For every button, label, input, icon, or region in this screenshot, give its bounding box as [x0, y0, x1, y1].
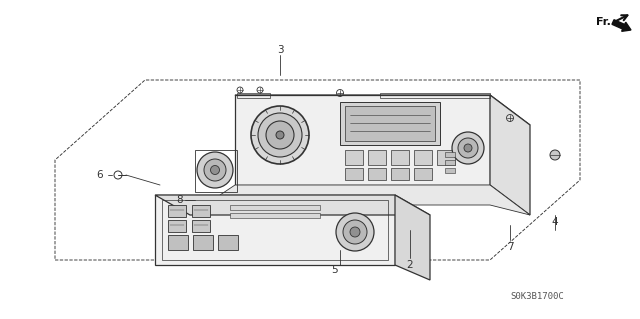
- Polygon shape: [155, 195, 430, 215]
- Ellipse shape: [464, 144, 472, 152]
- Polygon shape: [230, 205, 320, 210]
- Ellipse shape: [197, 152, 233, 188]
- Polygon shape: [445, 160, 455, 165]
- FancyArrow shape: [612, 20, 631, 31]
- Polygon shape: [391, 150, 409, 165]
- Polygon shape: [193, 235, 213, 250]
- Polygon shape: [445, 152, 455, 157]
- Polygon shape: [395, 195, 430, 280]
- Ellipse shape: [266, 121, 294, 149]
- Ellipse shape: [343, 220, 367, 244]
- Polygon shape: [391, 168, 409, 180]
- Text: 3: 3: [276, 45, 284, 55]
- Polygon shape: [218, 235, 238, 250]
- Polygon shape: [368, 150, 386, 165]
- Ellipse shape: [350, 227, 360, 237]
- Polygon shape: [445, 168, 455, 173]
- Polygon shape: [437, 150, 455, 165]
- Polygon shape: [155, 195, 395, 265]
- Polygon shape: [340, 102, 440, 145]
- Polygon shape: [230, 213, 320, 218]
- Polygon shape: [235, 95, 490, 185]
- Ellipse shape: [452, 132, 484, 164]
- Polygon shape: [235, 95, 530, 125]
- Text: S0K3B1700C: S0K3B1700C: [511, 292, 564, 301]
- Polygon shape: [192, 205, 210, 217]
- Ellipse shape: [258, 113, 302, 157]
- Polygon shape: [192, 220, 210, 232]
- Text: 8: 8: [177, 195, 183, 205]
- Text: 5: 5: [332, 265, 339, 275]
- Polygon shape: [345, 106, 435, 141]
- Polygon shape: [168, 220, 186, 232]
- Polygon shape: [414, 150, 432, 165]
- Polygon shape: [345, 168, 363, 180]
- Polygon shape: [168, 235, 188, 250]
- Polygon shape: [414, 168, 432, 180]
- Text: Fr.: Fr.: [596, 17, 611, 27]
- Ellipse shape: [204, 159, 226, 181]
- Polygon shape: [490, 95, 530, 215]
- Ellipse shape: [550, 150, 560, 160]
- Ellipse shape: [251, 106, 309, 164]
- Ellipse shape: [211, 166, 220, 174]
- Ellipse shape: [336, 213, 374, 251]
- Ellipse shape: [458, 138, 478, 158]
- Text: 4: 4: [552, 217, 558, 227]
- Text: 6: 6: [97, 170, 103, 180]
- Polygon shape: [345, 150, 363, 165]
- Ellipse shape: [276, 131, 284, 139]
- Text: 2: 2: [406, 260, 413, 270]
- Polygon shape: [220, 185, 530, 215]
- Polygon shape: [368, 168, 386, 180]
- Polygon shape: [168, 205, 186, 217]
- Text: 7: 7: [507, 242, 513, 252]
